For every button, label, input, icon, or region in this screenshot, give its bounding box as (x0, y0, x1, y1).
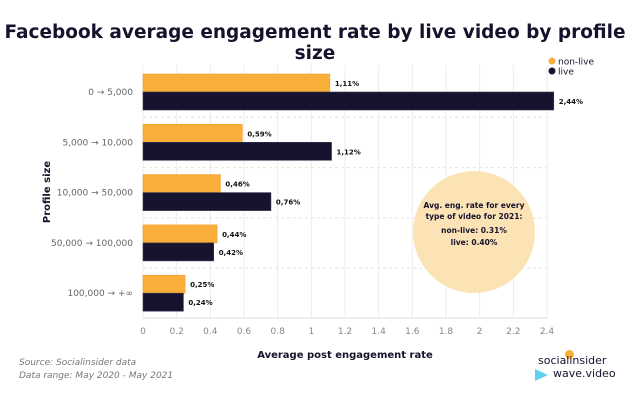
x-tick-label: 0 (140, 327, 146, 337)
bar-non-live (142, 124, 243, 143)
y-tick-label: 5,000 → 10,000 (62, 138, 133, 148)
y-tick-label: 100,000 → +∞ (67, 289, 133, 299)
x-tick-label: 1 (308, 327, 314, 337)
bar-live (142, 242, 214, 262)
data-label: 1,11% (335, 80, 359, 88)
chart-title: Facebook average engagement rate by live… (4, 22, 626, 64)
source-note: Source: Socialinsider data (19, 358, 137, 368)
annotation-circle (413, 171, 535, 293)
data-label: 0,25% (190, 281, 214, 289)
x-tick-label: 0.6 (237, 327, 252, 337)
x-tick-label: 0.8 (271, 327, 286, 337)
y-tick-label: 10,000 → 50,000 (57, 189, 134, 199)
x-tick-label: 2.4 (540, 327, 555, 337)
date-range-note: Data range: May 2020 - May 2021 (19, 371, 174, 381)
x-tick-label: 1.8 (439, 327, 454, 337)
bar-non-live (142, 224, 218, 244)
data-label: 0,46% (225, 181, 249, 189)
wave-video-logo-icon (535, 369, 548, 381)
data-label: 2,44% (559, 98, 583, 106)
annotation-line-1: Avg. eng. rate for every (424, 201, 525, 210)
bar-live (142, 192, 272, 211)
data-label: 0,42% (219, 249, 243, 257)
legend-marker-non-live (548, 57, 556, 65)
y-axis-label: Profile size (42, 161, 53, 223)
legend-label-non-live: non-live (558, 58, 594, 68)
bar-live (142, 142, 332, 161)
annotation-line-4: live: 0.40% (451, 238, 498, 247)
wave-video-logo: wave.video (553, 367, 616, 380)
annotation-line-2: type of video for 2021: (426, 212, 523, 221)
bar-non-live (142, 274, 186, 294)
x-tick-label: 1.6 (405, 327, 420, 337)
bar-non-live (142, 73, 331, 93)
bar-live (142, 91, 555, 111)
data-label: 1,12% (337, 148, 361, 156)
data-label: 0,44% (222, 231, 246, 239)
x-axis-label: Average post engagement rate (257, 350, 433, 361)
x-tick-label: 1.4 (372, 327, 387, 337)
x-tick-label: 1.2 (338, 327, 352, 337)
bar-live (142, 292, 184, 312)
y-tick-label: 50,000 → 100,000 (51, 239, 133, 249)
y-tick-label: 0 → 5,000 (88, 88, 133, 98)
socialinsider-logo-icon (565, 350, 574, 359)
data-label: 0,24% (188, 299, 212, 307)
data-label: 0,76% (276, 199, 300, 207)
x-tick-label: 2 (477, 327, 483, 337)
x-tick-label: 2.2 (506, 327, 520, 337)
bar-non-live (142, 174, 221, 193)
legend-label-live: live (558, 68, 574, 78)
x-tick-label: 0.2 (170, 327, 184, 337)
data-label: 0,59% (247, 130, 271, 138)
annotation-line-3: non-live: 0.31% (441, 226, 507, 235)
x-tick-label: 0.4 (203, 327, 218, 337)
legend-marker-live (548, 67, 556, 75)
socialinsider-logo: socialinsider (538, 354, 607, 367)
